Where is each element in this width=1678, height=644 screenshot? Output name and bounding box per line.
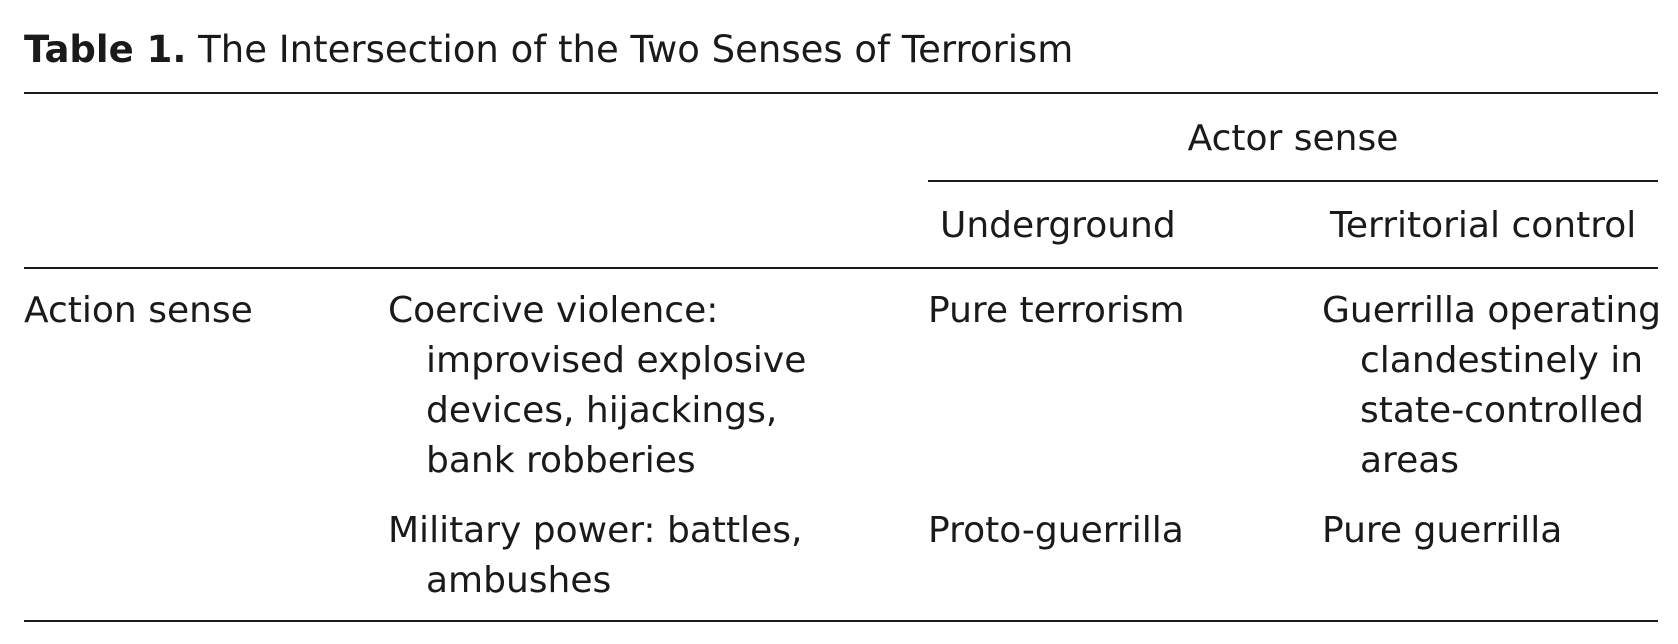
row-header-action-sense: Action sense (24, 290, 253, 331)
group-header-actor-sense: Actor sense (1187, 118, 1399, 159)
table-cell-coercive-violence: Coercive violence: improvised explosive … (388, 290, 807, 481)
header-rule (24, 267, 1658, 269)
column-header-territorial-control: Territorial control (1330, 205, 1637, 246)
table-caption-title: The Intersection of the Two Senses of Te… (198, 28, 1074, 71)
table-caption-label: Table 1. (24, 28, 187, 71)
table-cell-proto-guerrilla: Proto-guerrilla (928, 510, 1184, 551)
column-header-underground: Underground (940, 205, 1176, 246)
table-cell-guerrilla-clandestine: Guerrilla operating clandestinely in sta… (1322, 290, 1662, 481)
bottom-rule (24, 620, 1658, 622)
table-cell-pure-guerrilla: Pure guerrilla (1322, 510, 1563, 551)
table-cell-military-power: Military power: battles, ambushes (388, 510, 803, 601)
table-caption: Table 1. The Intersection of the Two Sen… (24, 28, 1073, 72)
group-header-rule (928, 180, 1658, 182)
table-cell-pure-terrorism: Pure terrorism (928, 290, 1185, 331)
top-rule (24, 92, 1658, 94)
